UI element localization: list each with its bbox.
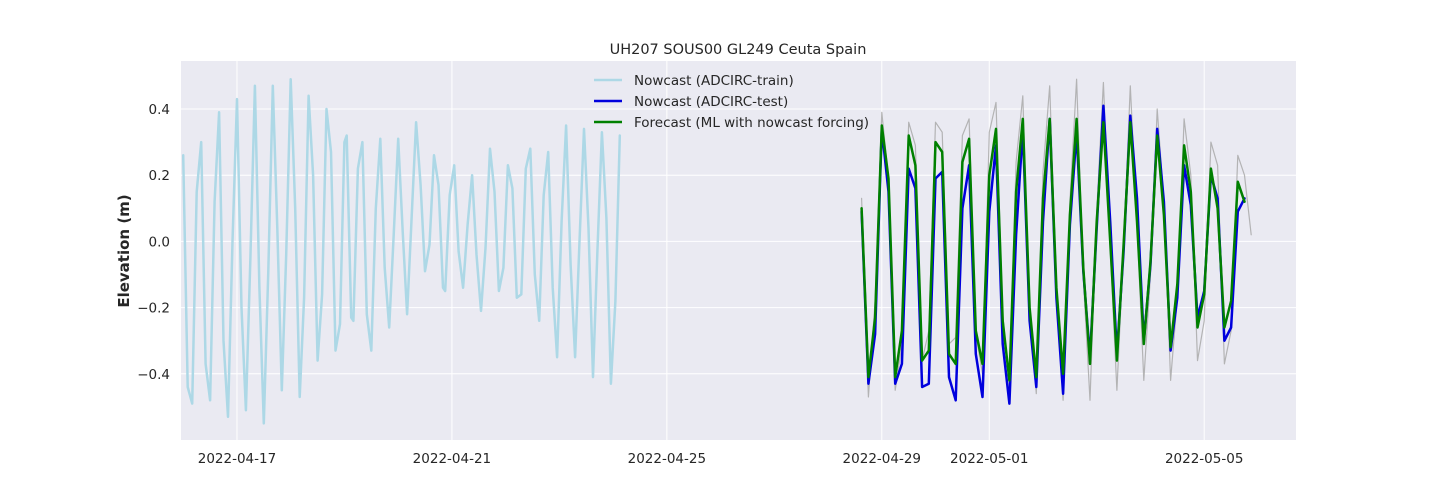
- series-line-forecast-ml-with-nowcast-forcing: [860, 117, 1246, 382]
- legend-label: Nowcast (ADCIRC-test): [634, 94, 788, 110]
- y-tick-label: 0.2: [149, 168, 170, 184]
- y-axis-label: Elevation (m): [115, 194, 133, 307]
- legend-label: Forecast (ML with nowcast forcing): [634, 115, 869, 131]
- series-layer: [181, 77, 1252, 425]
- chart-title: UH207 SOUS00 GL249 Ceuta Spain: [610, 42, 867, 58]
- legend: Nowcast (ADCIRC-train) Nowcast (ADCIRC-te…: [594, 73, 869, 131]
- x-axis: 2022-04-17 2022-04-21 2022-04-25 2022-04-29…: [198, 451, 1244, 467]
- x-tick-label: 2022-04-29: [843, 451, 921, 467]
- y-axis: −0.4 −0.2 0.0 0.2 0.4: [137, 102, 170, 383]
- x-tick-label: 2022-04-17: [198, 451, 276, 467]
- legend-label: Nowcast (ADCIRC-train): [634, 73, 794, 89]
- x-tick-label: 2022-05-05: [1165, 451, 1243, 467]
- x-tick-label: 2022-05-01: [950, 451, 1028, 467]
- series-line-nowcast-adcirc-train: [181, 77, 622, 425]
- y-tick-label: −0.4: [137, 367, 170, 383]
- x-tick-label: 2022-04-25: [628, 451, 706, 467]
- y-tick-label: 0.0: [149, 234, 170, 250]
- x-tick-label: 2022-04-21: [413, 451, 491, 467]
- y-tick-label: 0.4: [149, 102, 170, 118]
- y-tick-label: −0.2: [137, 301, 170, 317]
